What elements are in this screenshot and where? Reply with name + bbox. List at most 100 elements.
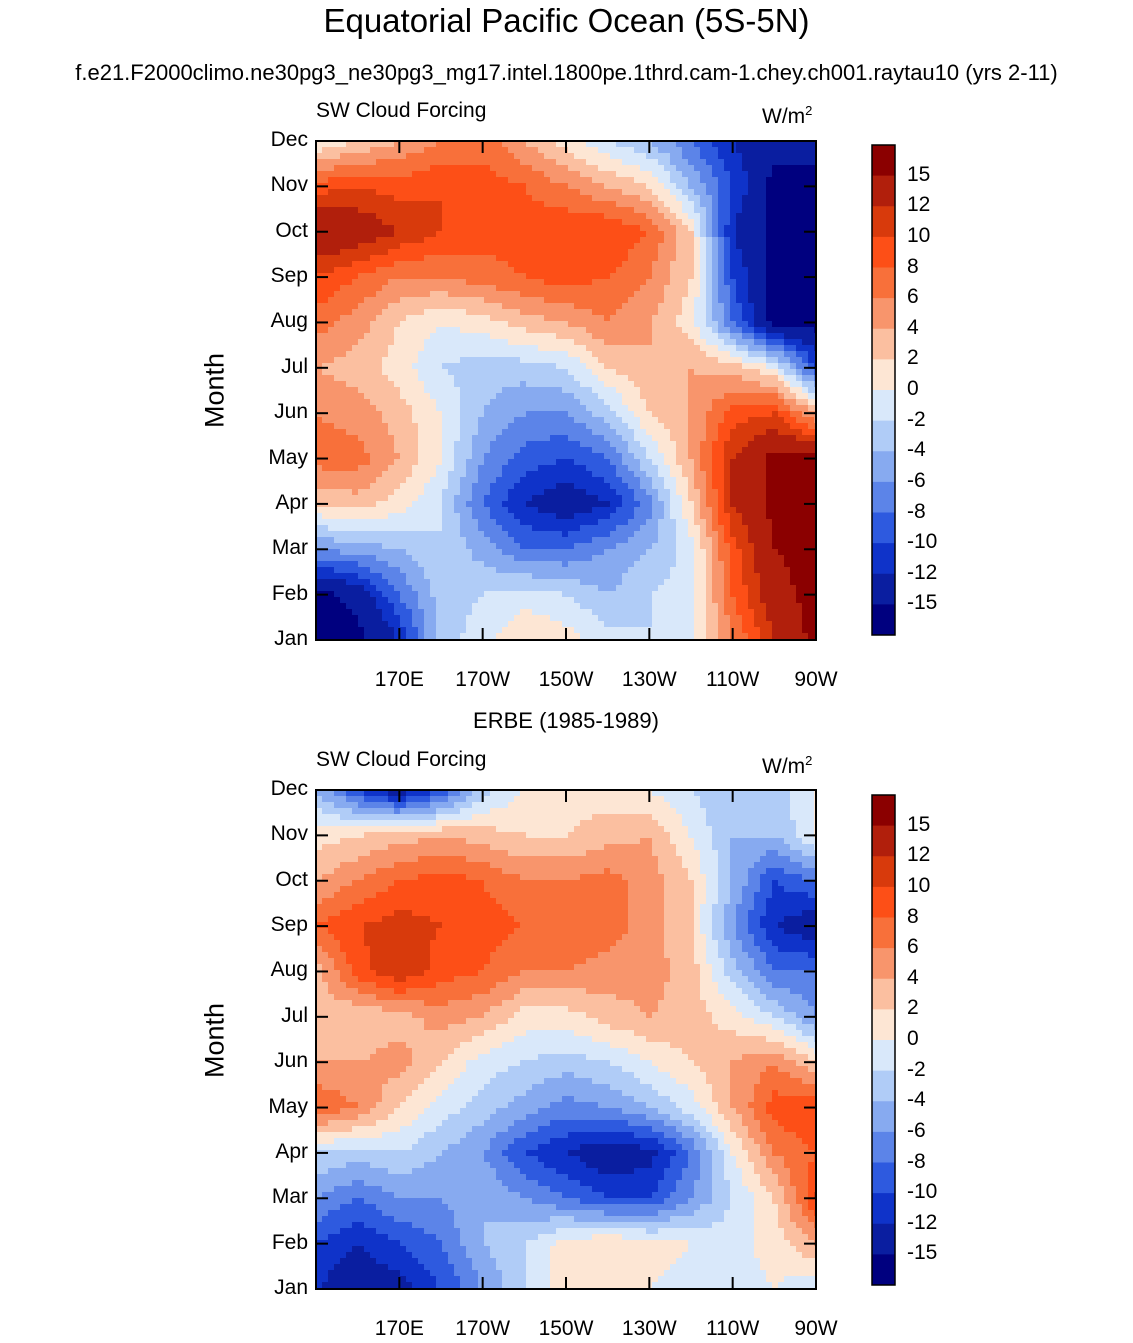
heatmap-cell (496, 417, 503, 424)
heatmap-cell (634, 291, 641, 298)
heatmap-cell (574, 309, 581, 316)
heatmap-cell (802, 393, 809, 400)
heatmap-cell (658, 321, 665, 328)
heatmap-cell (652, 243, 659, 250)
heatmap-cell (544, 189, 551, 196)
heatmap-cell (328, 273, 335, 280)
heatmap-cell (424, 387, 431, 394)
heatmap-cell (334, 351, 341, 358)
heatmap-cell (478, 249, 485, 256)
heatmap-cell (772, 465, 779, 472)
heatmap-cell (364, 207, 371, 214)
heatmap-cell (466, 195, 473, 202)
heatmap-cell (610, 411, 617, 418)
heatmap-cell (454, 483, 461, 490)
heatmap-cell (352, 165, 359, 172)
heatmap-cell (628, 231, 635, 238)
heatmap-cell (694, 171, 701, 178)
heatmap-cell (454, 141, 461, 148)
heatmap-cell (322, 333, 329, 340)
heatmap-cell (388, 459, 395, 466)
heatmap-cell (784, 423, 791, 430)
heatmap-cell (628, 339, 635, 346)
heatmap-cell (748, 285, 755, 292)
heatmap-cell (358, 177, 365, 184)
heatmap-cell (796, 441, 803, 448)
heatmap-cell (730, 165, 737, 172)
heatmap-cell (748, 189, 755, 196)
heatmap-cell (412, 399, 419, 406)
heatmap-cell (370, 321, 377, 328)
heatmap-cell (724, 189, 731, 196)
heatmap-cell (622, 267, 629, 274)
heatmap-cell (730, 297, 737, 304)
heatmap-cell (442, 321, 449, 328)
heatmap-cell (664, 351, 671, 358)
heatmap-cell (394, 297, 401, 304)
heatmap-cell (508, 339, 515, 346)
heatmap-cell (682, 423, 689, 430)
heatmap-cell (634, 399, 641, 406)
heatmap-cell (778, 189, 785, 196)
heatmap-cell (532, 147, 539, 154)
heatmap-cell (496, 459, 503, 466)
heatmap-cell (340, 393, 347, 400)
heatmap-cell (340, 387, 347, 394)
heatmap-cell (808, 207, 815, 214)
heatmap-cell (550, 339, 557, 346)
heatmap-cell (604, 405, 611, 412)
heatmap-cell (748, 381, 755, 388)
heatmap-cell (760, 171, 767, 178)
heatmap-cell (544, 387, 551, 394)
heatmap-cell (634, 165, 641, 172)
heatmap-cell (706, 303, 713, 310)
heatmap-cell (730, 429, 737, 436)
heatmap-cell (442, 435, 449, 442)
heatmap-cell (334, 273, 341, 280)
heatmap-cell (400, 165, 407, 172)
heatmap-cell (430, 321, 437, 328)
heatmap-cell (550, 375, 557, 382)
heatmap-cell (508, 363, 515, 370)
heatmap-cell (718, 321, 725, 328)
heatmap-cell (772, 219, 779, 226)
heatmap-cell (730, 261, 737, 268)
heatmap-cell (448, 447, 455, 454)
heatmap-cell (736, 399, 743, 406)
heatmap-cell (610, 363, 617, 370)
heatmap-cell (688, 183, 695, 190)
heatmap-cell (766, 255, 773, 262)
heatmap-cell (526, 147, 533, 154)
heatmap-cell (520, 219, 527, 226)
heatmap-cell (658, 471, 665, 478)
heatmap-cell (538, 267, 545, 274)
heatmap-cell (514, 249, 521, 256)
heatmap-cell (658, 297, 665, 304)
heatmap-cell (424, 369, 431, 376)
heatmap-cell (670, 417, 677, 424)
heatmap-cell (484, 429, 491, 436)
heatmap-cell (766, 261, 773, 268)
heatmap-cell (610, 237, 617, 244)
heatmap-cell (466, 453, 473, 460)
heatmap-cell (682, 429, 689, 436)
heatmap-cell (520, 177, 527, 184)
heatmap-cell (412, 249, 419, 256)
heatmap-cell (736, 267, 743, 274)
heatmap-cell (670, 159, 677, 166)
heatmap-cell (334, 315, 341, 322)
heatmap-cell (544, 285, 551, 292)
heatmap-cell (520, 159, 527, 166)
heatmap-cell (712, 225, 719, 232)
heatmap-cell (652, 291, 659, 298)
heatmap-cell (694, 177, 701, 184)
heatmap-cell (712, 447, 719, 454)
heatmap-cell (694, 315, 701, 322)
heatmap-cell (562, 339, 569, 346)
heatmap-cell (574, 387, 581, 394)
heatmap-cell (556, 333, 563, 340)
heatmap-cell (472, 297, 479, 304)
heatmap-cell (538, 459, 545, 466)
heatmap-cell (334, 171, 341, 178)
heatmap-cell (352, 153, 359, 160)
